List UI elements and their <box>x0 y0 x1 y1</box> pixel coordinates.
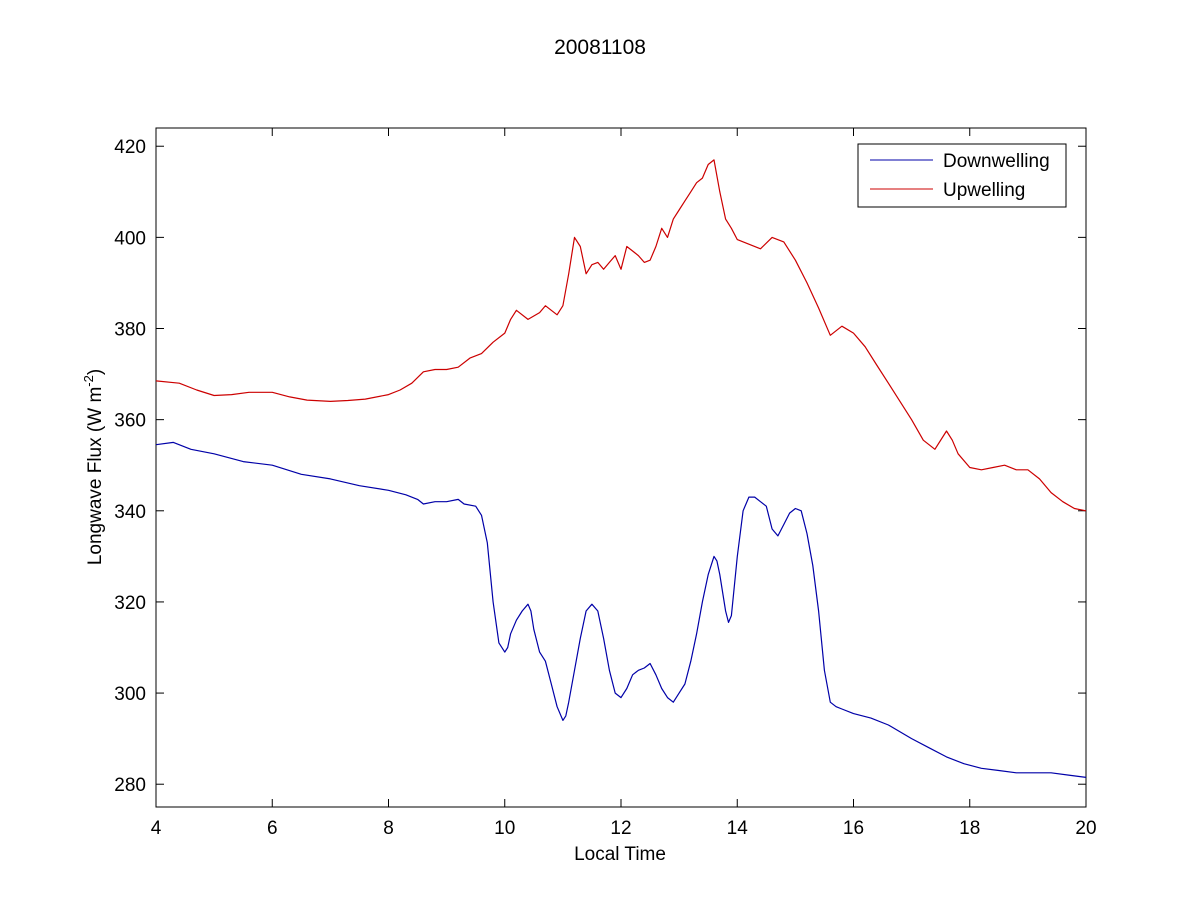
series-group <box>155 159 1087 778</box>
x-tick-label: 8 <box>383 818 394 839</box>
x-tick-label: 16 <box>843 818 864 839</box>
y-axis: 280 300 320 340 360 380 400 420 <box>114 137 1086 796</box>
legend-label-upwelling: Upwelling <box>943 180 1025 201</box>
plot-area <box>155 127 1087 808</box>
series-line-upwelling <box>155 159 1087 512</box>
y-axis-label-main: Longwave Flux (W m <box>85 387 106 565</box>
x-tick-label: 10 <box>494 818 515 839</box>
y-tick-label: 300 <box>114 684 146 705</box>
y-tick-label: 280 <box>114 775 146 796</box>
x-tick-label: 6 <box>267 818 278 839</box>
x-axis-label: Local Time <box>574 844 666 865</box>
x-tick-label: 12 <box>610 818 631 839</box>
x-axis: 4 6 8 10 12 14 16 18 20 <box>151 128 1097 839</box>
x-tick-label: 4 <box>151 818 162 839</box>
y-tick-label: 360 <box>114 411 146 432</box>
y-tick-label: 320 <box>114 593 146 614</box>
y-axis-label-superscript: -2 <box>81 375 96 387</box>
x-tick-label: 20 <box>1075 818 1096 839</box>
y-tick-label: 400 <box>114 228 146 249</box>
series-line-downwelling <box>155 441 1087 778</box>
legend-box <box>857 143 1067 208</box>
x-tick-label: 14 <box>727 818 749 839</box>
y-axis-label: Longwave Flux (W m-2) <box>81 369 106 565</box>
y-tick-label: 380 <box>114 320 146 341</box>
y-tick-label: 420 <box>114 137 146 158</box>
legend-label-downwelling: Downwelling <box>943 151 1050 172</box>
y-tick-label: 340 <box>114 502 146 523</box>
x-tick-label: 18 <box>959 818 980 839</box>
chart-title: 20081108 <box>554 36 646 59</box>
legend: Downwelling Upwelling <box>857 143 1067 208</box>
y-axis-label-close: ) <box>85 369 106 375</box>
